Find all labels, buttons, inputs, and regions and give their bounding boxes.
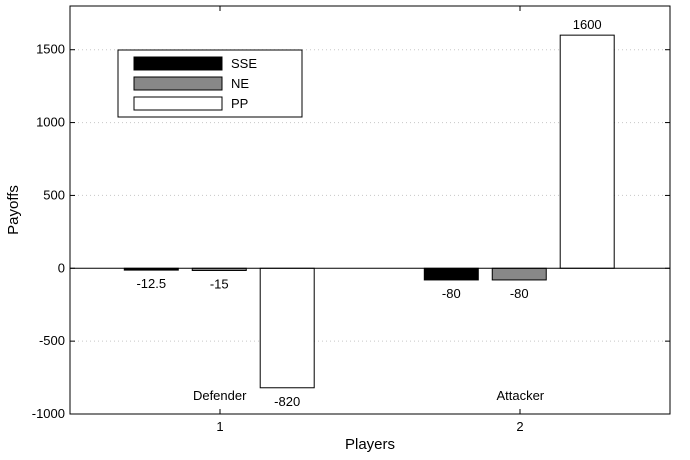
data-label: 1600 (573, 17, 602, 32)
y-tick-label: 1000 (36, 115, 65, 130)
data-label: -80 (442, 286, 461, 301)
legend-swatch-ne (133, 76, 223, 91)
legend: SSE NE PP (117, 49, 303, 118)
data-label: -80 (510, 286, 529, 301)
legend-items: SSE NE PP (133, 56, 257, 111)
category-annotation: Defender (193, 388, 247, 403)
data-label: -12.5 (136, 276, 166, 291)
category-annotation: Attacker (496, 388, 544, 403)
y-tick-label: 1500 (36, 42, 65, 57)
x-tick-label: 1 (216, 419, 223, 434)
y-tick-label: 500 (43, 187, 65, 202)
data-label: -15 (210, 276, 229, 291)
bar-sse (423, 267, 479, 281)
bars (123, 34, 615, 389)
category-annotations: Defender Attacker (193, 388, 545, 403)
plot-frame (69, 5, 671, 415)
y-tick-label: 0 (58, 260, 65, 275)
bar-ne (491, 267, 547, 281)
legend-swatch-pp (133, 96, 223, 111)
legend-label-pp: PP (231, 96, 248, 111)
y-tick-label: -1000 (32, 406, 65, 421)
legend-label-ne: NE (231, 76, 249, 91)
y-tick-label: -500 (39, 333, 65, 348)
x-tick-label: 2 (516, 419, 523, 434)
legend-swatch-sse (133, 56, 223, 71)
bar-pp (559, 34, 615, 269)
data-labels: -12.5 -80 -15 -80 -820 1600 (136, 17, 601, 409)
bar-pp (259, 267, 315, 389)
axis-ticks: -1000 -500 0 500 1000 1500 1 2 (32, 6, 670, 434)
legend-label-sse: SSE (231, 56, 257, 71)
x-axis-label: Players (345, 436, 395, 453)
data-label: -820 (274, 394, 300, 409)
y-axis-label: Payoffs (5, 185, 22, 235)
